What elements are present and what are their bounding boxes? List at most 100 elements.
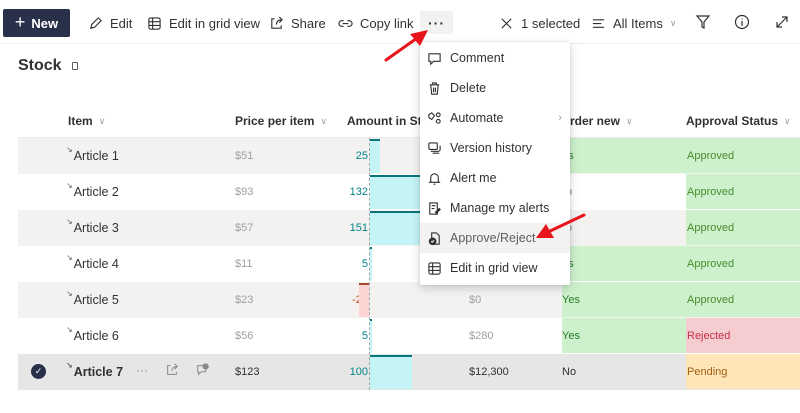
automate-icon bbox=[428, 111, 441, 124]
row-more-icon[interactable]: ··· bbox=[136, 363, 148, 377]
item-cell[interactable]: ↘ Article 7 bbox=[66, 354, 123, 389]
clear-selection-button[interactable]: 1 selected bbox=[499, 12, 580, 34]
filter-button[interactable] bbox=[695, 14, 713, 32]
command-bar: + New Edit Edit in grid view Share Copy … bbox=[0, 0, 800, 44]
menu-item-edit-grid-view[interactable]: Edit in grid view bbox=[420, 253, 570, 283]
item-name: Article 6 bbox=[73, 328, 119, 343]
grid-icon bbox=[428, 261, 441, 275]
plus-icon: + bbox=[14, 12, 26, 32]
edit-grid-label: Edit in grid view bbox=[169, 15, 261, 31]
menu-item-delete[interactable]: Delete bbox=[420, 73, 570, 103]
item-cell[interactable]: ↘ Article 6 bbox=[66, 318, 119, 353]
item-cell[interactable]: ↘ Article 3 bbox=[66, 210, 119, 245]
menu-item-version-history[interactable]: Version history bbox=[420, 133, 570, 163]
amount-databar bbox=[370, 319, 372, 353]
table-row[interactable]: ↘ Article 6 $56 5 $280 Yes Rejected bbox=[18, 318, 800, 354]
info-button[interactable] bbox=[734, 14, 752, 32]
view-label: All Items bbox=[613, 15, 663, 31]
manage-alerts-icon bbox=[429, 201, 441, 215]
page-title: Stock bbox=[18, 57, 62, 74]
edit-label: Edit bbox=[110, 15, 133, 31]
menu-label: Version history bbox=[450, 141, 532, 155]
total-cell: $280 bbox=[469, 329, 494, 342]
total-cell: $12,300 bbox=[469, 365, 509, 378]
chevron-down-icon: ∨ bbox=[320, 115, 327, 126]
row-share-icon[interactable] bbox=[165, 363, 179, 377]
item-cell[interactable]: ↘ Article 2 bbox=[66, 174, 119, 209]
chevron-down-icon: ∨ bbox=[626, 115, 633, 126]
table-row[interactable]: ↘Article 2 $93 132 o Approved bbox=[18, 174, 800, 210]
item-cell[interactable]: ↘ Article 1 bbox=[66, 138, 119, 173]
order-new-cell: No bbox=[562, 365, 577, 378]
share-icon bbox=[271, 16, 283, 29]
edit-button[interactable]: Edit bbox=[88, 12, 132, 34]
selected-count: 1 selected bbox=[521, 15, 581, 31]
row-comment-icon[interactable] bbox=[196, 363, 210, 377]
edit-grid-view-button[interactable]: Edit in grid view bbox=[147, 12, 260, 34]
amount-cell: 132 bbox=[349, 185, 368, 198]
menu-label: Edit in grid view bbox=[450, 261, 538, 275]
price-cell: $93 bbox=[235, 185, 254, 198]
new-item-icon: ↘ bbox=[66, 253, 73, 262]
info-icon bbox=[734, 14, 750, 30]
header-label: Price per item bbox=[235, 114, 315, 128]
new-item-icon: ↘ bbox=[66, 361, 73, 370]
trash-icon bbox=[429, 81, 440, 95]
copy-link-button[interactable]: Copy link bbox=[338, 12, 413, 34]
item-cell[interactable]: ↘ Article 5 bbox=[66, 282, 119, 317]
item-name: Article 5 bbox=[73, 292, 119, 307]
menu-item-manage-alerts[interactable]: Manage my alerts bbox=[420, 193, 570, 223]
amount-databar bbox=[370, 247, 372, 281]
version-history-icon bbox=[428, 141, 441, 154]
menu-item-comment[interactable]: Comment bbox=[420, 43, 570, 73]
menu-item-alert-me[interactable]: Alert me bbox=[420, 163, 570, 193]
copy-link-label: Copy link bbox=[360, 15, 414, 31]
menu-label: Manage my alerts bbox=[450, 201, 550, 215]
column-header-order-new[interactable]: rder new ∨ bbox=[570, 110, 633, 132]
price-cell: $57 bbox=[235, 221, 254, 234]
chevron-down-icon: ∨ bbox=[784, 115, 791, 126]
table-row[interactable]: ↘Article 5 $23 -23 $0 Yes Approved bbox=[18, 282, 800, 318]
amount-cell: 5 bbox=[361, 329, 368, 342]
table-row[interactable]: ↘Article 1 $51 25 es Approved bbox=[18, 138, 800, 174]
column-header-item[interactable]: Item ∨ bbox=[68, 110, 105, 132]
filter-icon bbox=[695, 15, 711, 29]
status-badge: Approved bbox=[686, 138, 800, 173]
annotation-arrow-icon bbox=[384, 30, 428, 62]
row-selected-checkmark-icon[interactable]: ✓ bbox=[31, 364, 46, 379]
status-badge: Rejected bbox=[686, 318, 800, 353]
more-options-button[interactable]: ··· bbox=[420, 11, 453, 34]
new-item-icon: ↘ bbox=[66, 289, 73, 298]
table-row-selected[interactable]: ✓ ↘ Article 7 ··· $123 100 $12,300 No Pen… bbox=[18, 354, 800, 390]
menu-label: Alert me bbox=[450, 171, 497, 185]
grid-icon bbox=[148, 16, 161, 30]
status-badge: Approved bbox=[686, 282, 800, 317]
header-label: Amount in Sto bbox=[347, 114, 429, 128]
column-header-approval-status[interactable]: Approval Status ∨ bbox=[686, 110, 791, 132]
item-name: Article 3 bbox=[73, 220, 119, 235]
chevron-down-icon: ∨ bbox=[669, 17, 677, 28]
status-badge: Approved bbox=[686, 174, 800, 209]
fullscreen-button[interactable] bbox=[774, 14, 792, 32]
price-cell: $123 bbox=[235, 365, 260, 378]
table-row[interactable]: ↘Article 4 $11 5 es Approved bbox=[18, 246, 800, 282]
amount-databar bbox=[370, 175, 422, 209]
new-button[interactable]: + New bbox=[3, 9, 70, 37]
share-button[interactable]: Share bbox=[269, 12, 326, 34]
list-info-icon[interactable] bbox=[71, 62, 78, 70]
menu-item-automate[interactable]: Automate › bbox=[420, 103, 570, 133]
table-row[interactable]: ↘Article 3 $57 151 o Approved bbox=[18, 210, 800, 246]
comment-icon bbox=[428, 52, 441, 65]
approve-reject-icon bbox=[428, 231, 440, 245]
column-header-price[interactable]: Price per item ∨ bbox=[235, 110, 327, 132]
status-badge: Approved bbox=[686, 210, 800, 245]
view-lines-icon bbox=[592, 18, 605, 28]
view-selector[interactable]: All Items ∨ bbox=[591, 12, 676, 34]
new-item-icon: ↘ bbox=[66, 217, 73, 226]
item-name: Article 4 bbox=[73, 256, 119, 271]
amount-cell: 25 bbox=[355, 149, 368, 162]
pencil-icon bbox=[90, 16, 102, 29]
column-header-amount[interactable]: Amount in Sto bbox=[347, 110, 429, 132]
item-cell[interactable]: ↘ Article 4 bbox=[66, 246, 119, 281]
list-title: Stock bbox=[18, 57, 78, 75]
